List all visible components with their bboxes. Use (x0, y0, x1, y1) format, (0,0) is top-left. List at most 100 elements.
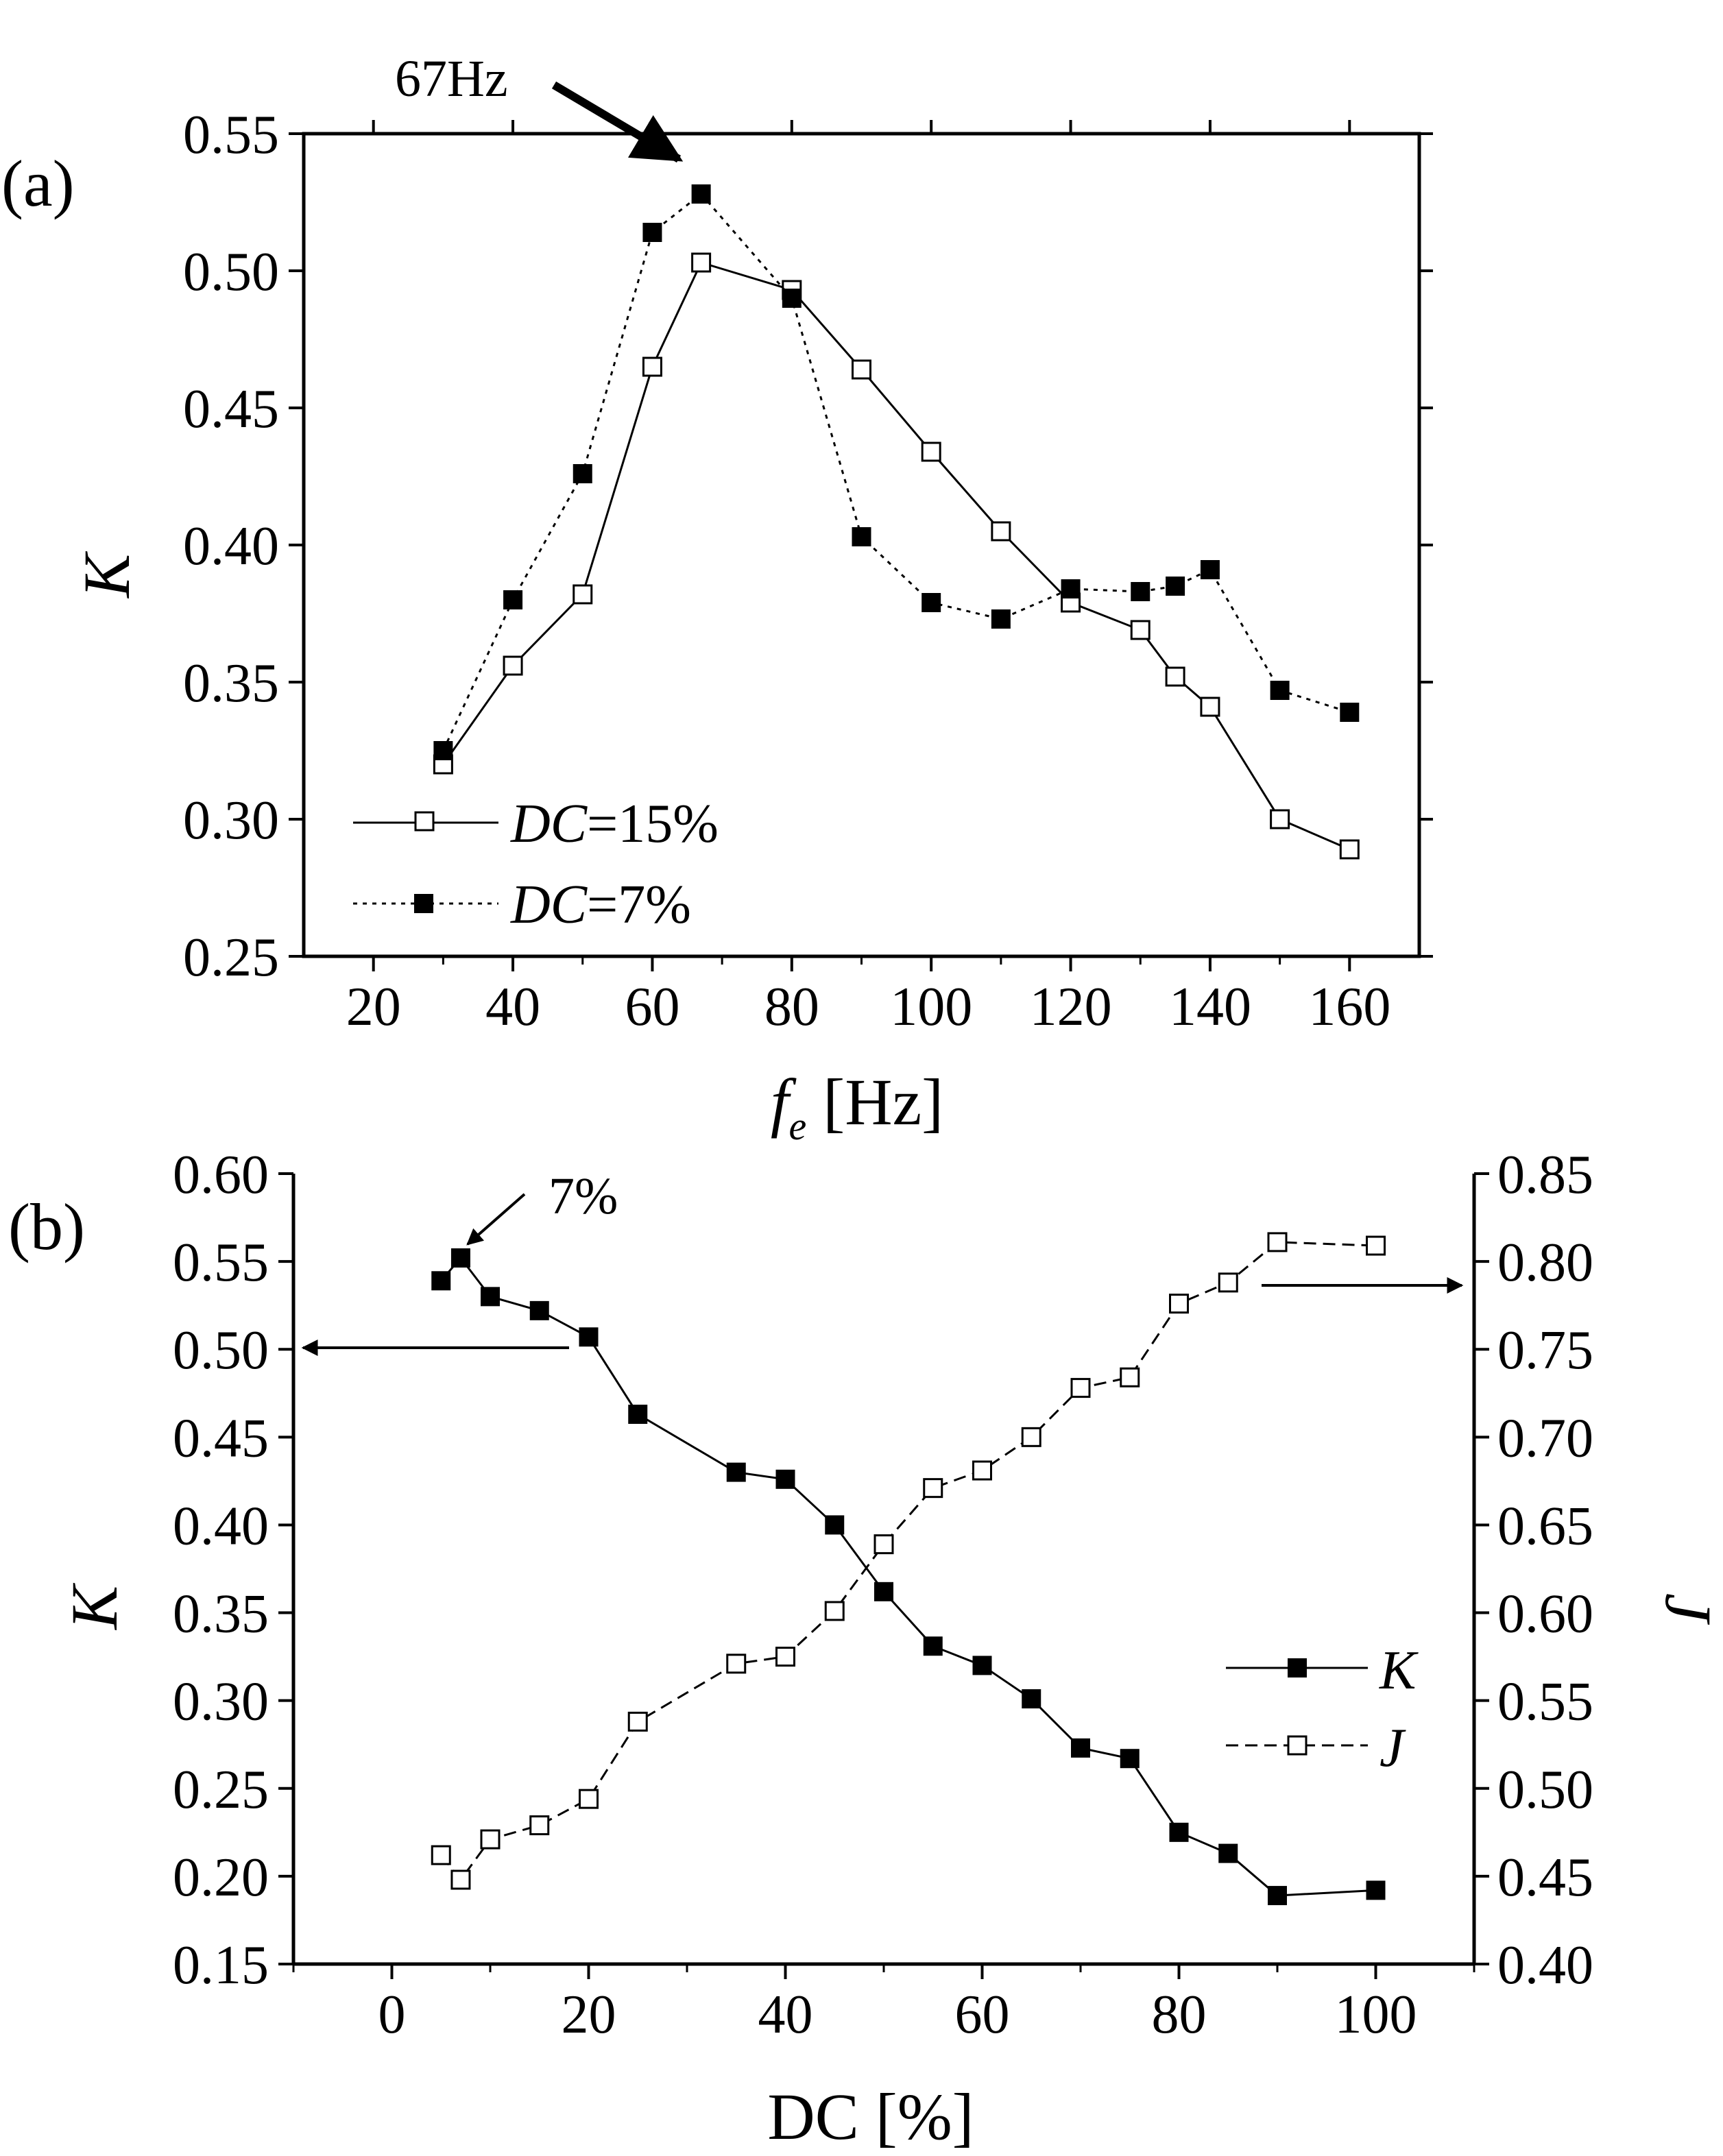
axis-ticks-b: 0 20 40 60 80 100 0.15 0.20 0.25 0.30 0.35 0.40 0.45… (173, 1145, 1593, 2045)
data-point-j (579, 1789, 599, 1809)
legend-a-label-dc7-rest: =7% (587, 875, 691, 935)
data-point-j (1070, 1378, 1091, 1398)
y-tick-label-b: 0.50 (173, 1320, 269, 1381)
data-point-dc15 (642, 356, 662, 377)
data-point-k (972, 1656, 992, 1675)
data-point-k (923, 1636, 943, 1656)
data-point-dc15 (991, 521, 1011, 542)
y2-tick-label-b: 0.85 (1497, 1145, 1593, 1205)
data-point-j (450, 1869, 471, 1890)
x-axis-label-b-unit: [%] (876, 2080, 974, 2153)
y-tick-label-a: 0.40 (183, 516, 279, 577)
legend-a: DC=15% DC=7% (353, 794, 719, 935)
y2-tick-label-b: 0.80 (1497, 1233, 1593, 1293)
x-tick-label-a: 140 (1169, 977, 1251, 1037)
data-point-dc7 (852, 527, 871, 546)
legend-a-label-dc7-italic: DC (510, 875, 588, 935)
x-tick-label-a: 40 (485, 977, 540, 1037)
y2-tick-label-b: 0.65 (1497, 1496, 1593, 1556)
data-point-dc15 (1165, 666, 1185, 687)
annotation-arrow-b-7pct (466, 1193, 526, 1246)
legend-a-label-dc7: DC=7% (510, 875, 691, 935)
data-point-k (1022, 1689, 1041, 1709)
series-dc15 (433, 252, 1360, 860)
y2-tick-label-b: 0.60 (1497, 1584, 1593, 1645)
legend-a-marker-dc7 (414, 894, 433, 913)
legend-b: K J (1226, 1640, 1419, 1778)
y-axis-label-b-left: K (58, 1582, 131, 1631)
y-tick-label-b: 0.55 (173, 1233, 269, 1293)
data-point-dc7 (691, 184, 711, 204)
y-tick-label-a: 0.35 (183, 653, 279, 714)
series-k (431, 1248, 1386, 1906)
panel-a: (a) 20 40 60 80 100 120 140 160 0.25 0.30 0.35 0.40… (1, 50, 1433, 1148)
data-point-k (1366, 1880, 1386, 1900)
y-tick-label-b: 0.45 (173, 1408, 269, 1468)
data-point-k (1218, 1843, 1238, 1863)
data-point-dc7 (573, 464, 592, 483)
data-point-j (1169, 1294, 1189, 1314)
x-tick-label-a: 160 (1308, 977, 1390, 1037)
annotation-7pct: 7% (549, 1167, 618, 1225)
data-point-j (923, 1478, 943, 1499)
data-point-dc15 (852, 359, 871, 380)
data-point-j (480, 1829, 501, 1850)
data-point-dc15 (503, 655, 523, 676)
data-point-dc7 (921, 593, 941, 612)
data-point-dc7 (642, 223, 662, 242)
x-tick-label-a: 20 (346, 977, 401, 1037)
data-point-dc7 (433, 741, 453, 760)
x-axis-label-a-sub: e (789, 1104, 807, 1148)
y-tick-label-b: 0.25 (173, 1760, 269, 1820)
x-tick-label-b: 20 (562, 1985, 616, 2045)
panel-b: (b) 0 20 40 60 80 100 0.15 0.20 0.25 0.30 0.35 0.40… (8, 1145, 1723, 2153)
x-tick-label-b: 80 (1152, 1985, 1207, 2045)
data-point-dc15 (1270, 809, 1290, 829)
y-tick-label-b: 0.35 (173, 1584, 269, 1645)
data-point-k (431, 1271, 451, 1291)
y2-tick-label-b: 0.50 (1497, 1760, 1593, 1820)
data-point-j (1021, 1427, 1041, 1447)
data-point-k (1169, 1822, 1189, 1842)
y2-tick-label-b: 0.75 (1497, 1320, 1593, 1381)
y2-tick-label-b: 0.45 (1497, 1848, 1593, 1908)
axis-ticks-a: 20 40 60 80 100 120 140 160 0.25 0.30 0.35 0.40 0.45… (183, 105, 1433, 1037)
data-point-k (726, 1462, 746, 1482)
data-point-dc15 (573, 584, 593, 605)
data-point-j (1366, 1235, 1386, 1256)
x-tick-label-b: 40 (758, 1985, 813, 2045)
y-axis-label-b-right: J (1652, 1593, 1723, 1625)
y-tick-label-a: 0.55 (183, 105, 279, 165)
x-tick-label-b: 60 (955, 1985, 1010, 2045)
x-tick-label-a: 100 (890, 977, 972, 1037)
series-j (431, 1232, 1386, 1890)
x-axis-label-a-unit: [Hz] (823, 1065, 943, 1139)
data-point-k (775, 1469, 795, 1489)
x-tick-label-a: 60 (625, 977, 679, 1037)
legend-b-label-k: K (1379, 1640, 1419, 1701)
x-axis-label-a-space (806, 1065, 823, 1139)
data-point-dc15 (1130, 620, 1150, 640)
y-tick-label-b: 0.20 (173, 1848, 269, 1908)
y-tick-label-b: 0.30 (173, 1672, 269, 1732)
data-point-dc15 (691, 252, 712, 273)
y2-tick-label-b: 0.40 (1497, 1935, 1593, 1996)
y2-tick-label-b: 0.55 (1497, 1672, 1593, 1732)
y-tick-label-b: 0.40 (173, 1496, 269, 1556)
data-point-j (726, 1654, 747, 1674)
legend-a-label-dc15: DC=15% (510, 794, 719, 854)
data-point-dc15 (1200, 697, 1220, 717)
data-point-k (1071, 1738, 1090, 1758)
data-point-dc7 (1061, 579, 1081, 598)
y2-tick-label-b: 0.70 (1497, 1408, 1593, 1468)
data-point-dc7 (1166, 577, 1185, 596)
x-axis-label-a: fe [Hz] (771, 1065, 943, 1148)
y-tick-label-a: 0.50 (183, 242, 279, 302)
annotation-arrow-a (551, 81, 684, 163)
x-axis-label-b-dc: DC (767, 2080, 858, 2153)
x-tick-label-a: 80 (764, 977, 819, 1037)
data-point-j (1218, 1272, 1238, 1293)
data-point-dc7 (1270, 681, 1290, 700)
series-dc7 (433, 184, 1360, 760)
data-point-k (481, 1287, 500, 1307)
